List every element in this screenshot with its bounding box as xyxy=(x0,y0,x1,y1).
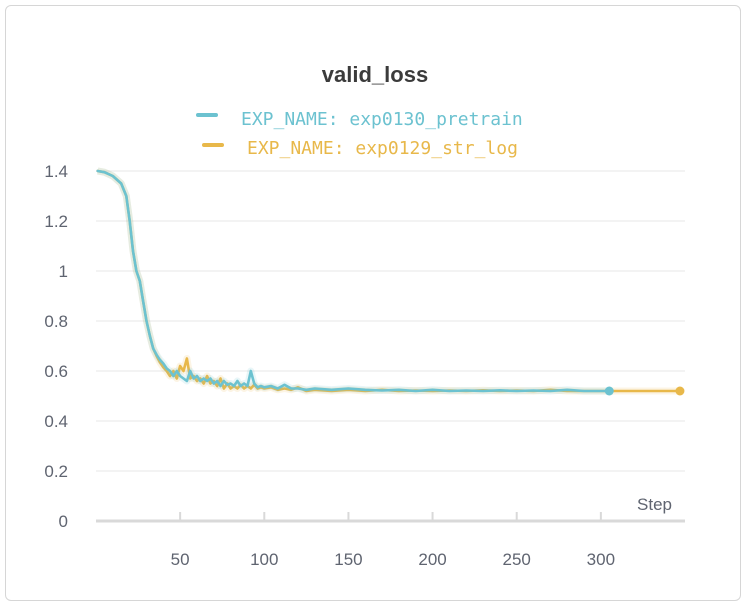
series-line-1[interactable] xyxy=(96,169,611,393)
x-axis-title: Step xyxy=(637,495,672,514)
chart-panel xyxy=(5,5,741,601)
y-tick-label: 1 xyxy=(59,262,68,281)
legend[interactable]: EXP_NAME: exp0130_pretrain EXP_NAME: exp… xyxy=(196,109,523,159)
legend-label-exp0129[interactable]: EXP_NAME: exp0129_str_log xyxy=(247,138,518,159)
y-tick-label: 1.2 xyxy=(44,212,68,231)
chart-title: valid_loss xyxy=(322,62,428,87)
y-tick-label: 0.2 xyxy=(44,462,68,481)
y-tick-label: 0 xyxy=(59,512,68,531)
x-axis: 50 100 150 200 250 300 xyxy=(96,512,685,569)
y-axis-ticks: 0 0.2 0.4 0.6 0.8 1 1.2 1.4 xyxy=(44,162,68,531)
series-end-point-0[interactable] xyxy=(675,386,685,396)
series-layer xyxy=(96,167,685,396)
x-tick-label: 150 xyxy=(334,550,362,569)
y-tick-label: 0.6 xyxy=(44,362,68,381)
y-tick-label: 0.4 xyxy=(44,412,68,431)
x-tick-label: 250 xyxy=(503,550,531,569)
x-tick-label: 200 xyxy=(418,550,446,569)
series-end-point-1[interactable] xyxy=(604,386,614,396)
x-tick-label: 50 xyxy=(171,550,190,569)
gridlines xyxy=(96,170,685,472)
y-tick-label: 0.8 xyxy=(44,312,68,331)
series-band-1 xyxy=(97,167,610,395)
x-tick-label: 100 xyxy=(250,550,278,569)
y-tick-label: 1.4 xyxy=(44,162,68,181)
legend-label-exp0130[interactable]: EXP_NAME: exp0130_pretrain xyxy=(241,109,523,130)
x-tick-label: 300 xyxy=(587,550,615,569)
series-band-0 xyxy=(97,167,680,395)
